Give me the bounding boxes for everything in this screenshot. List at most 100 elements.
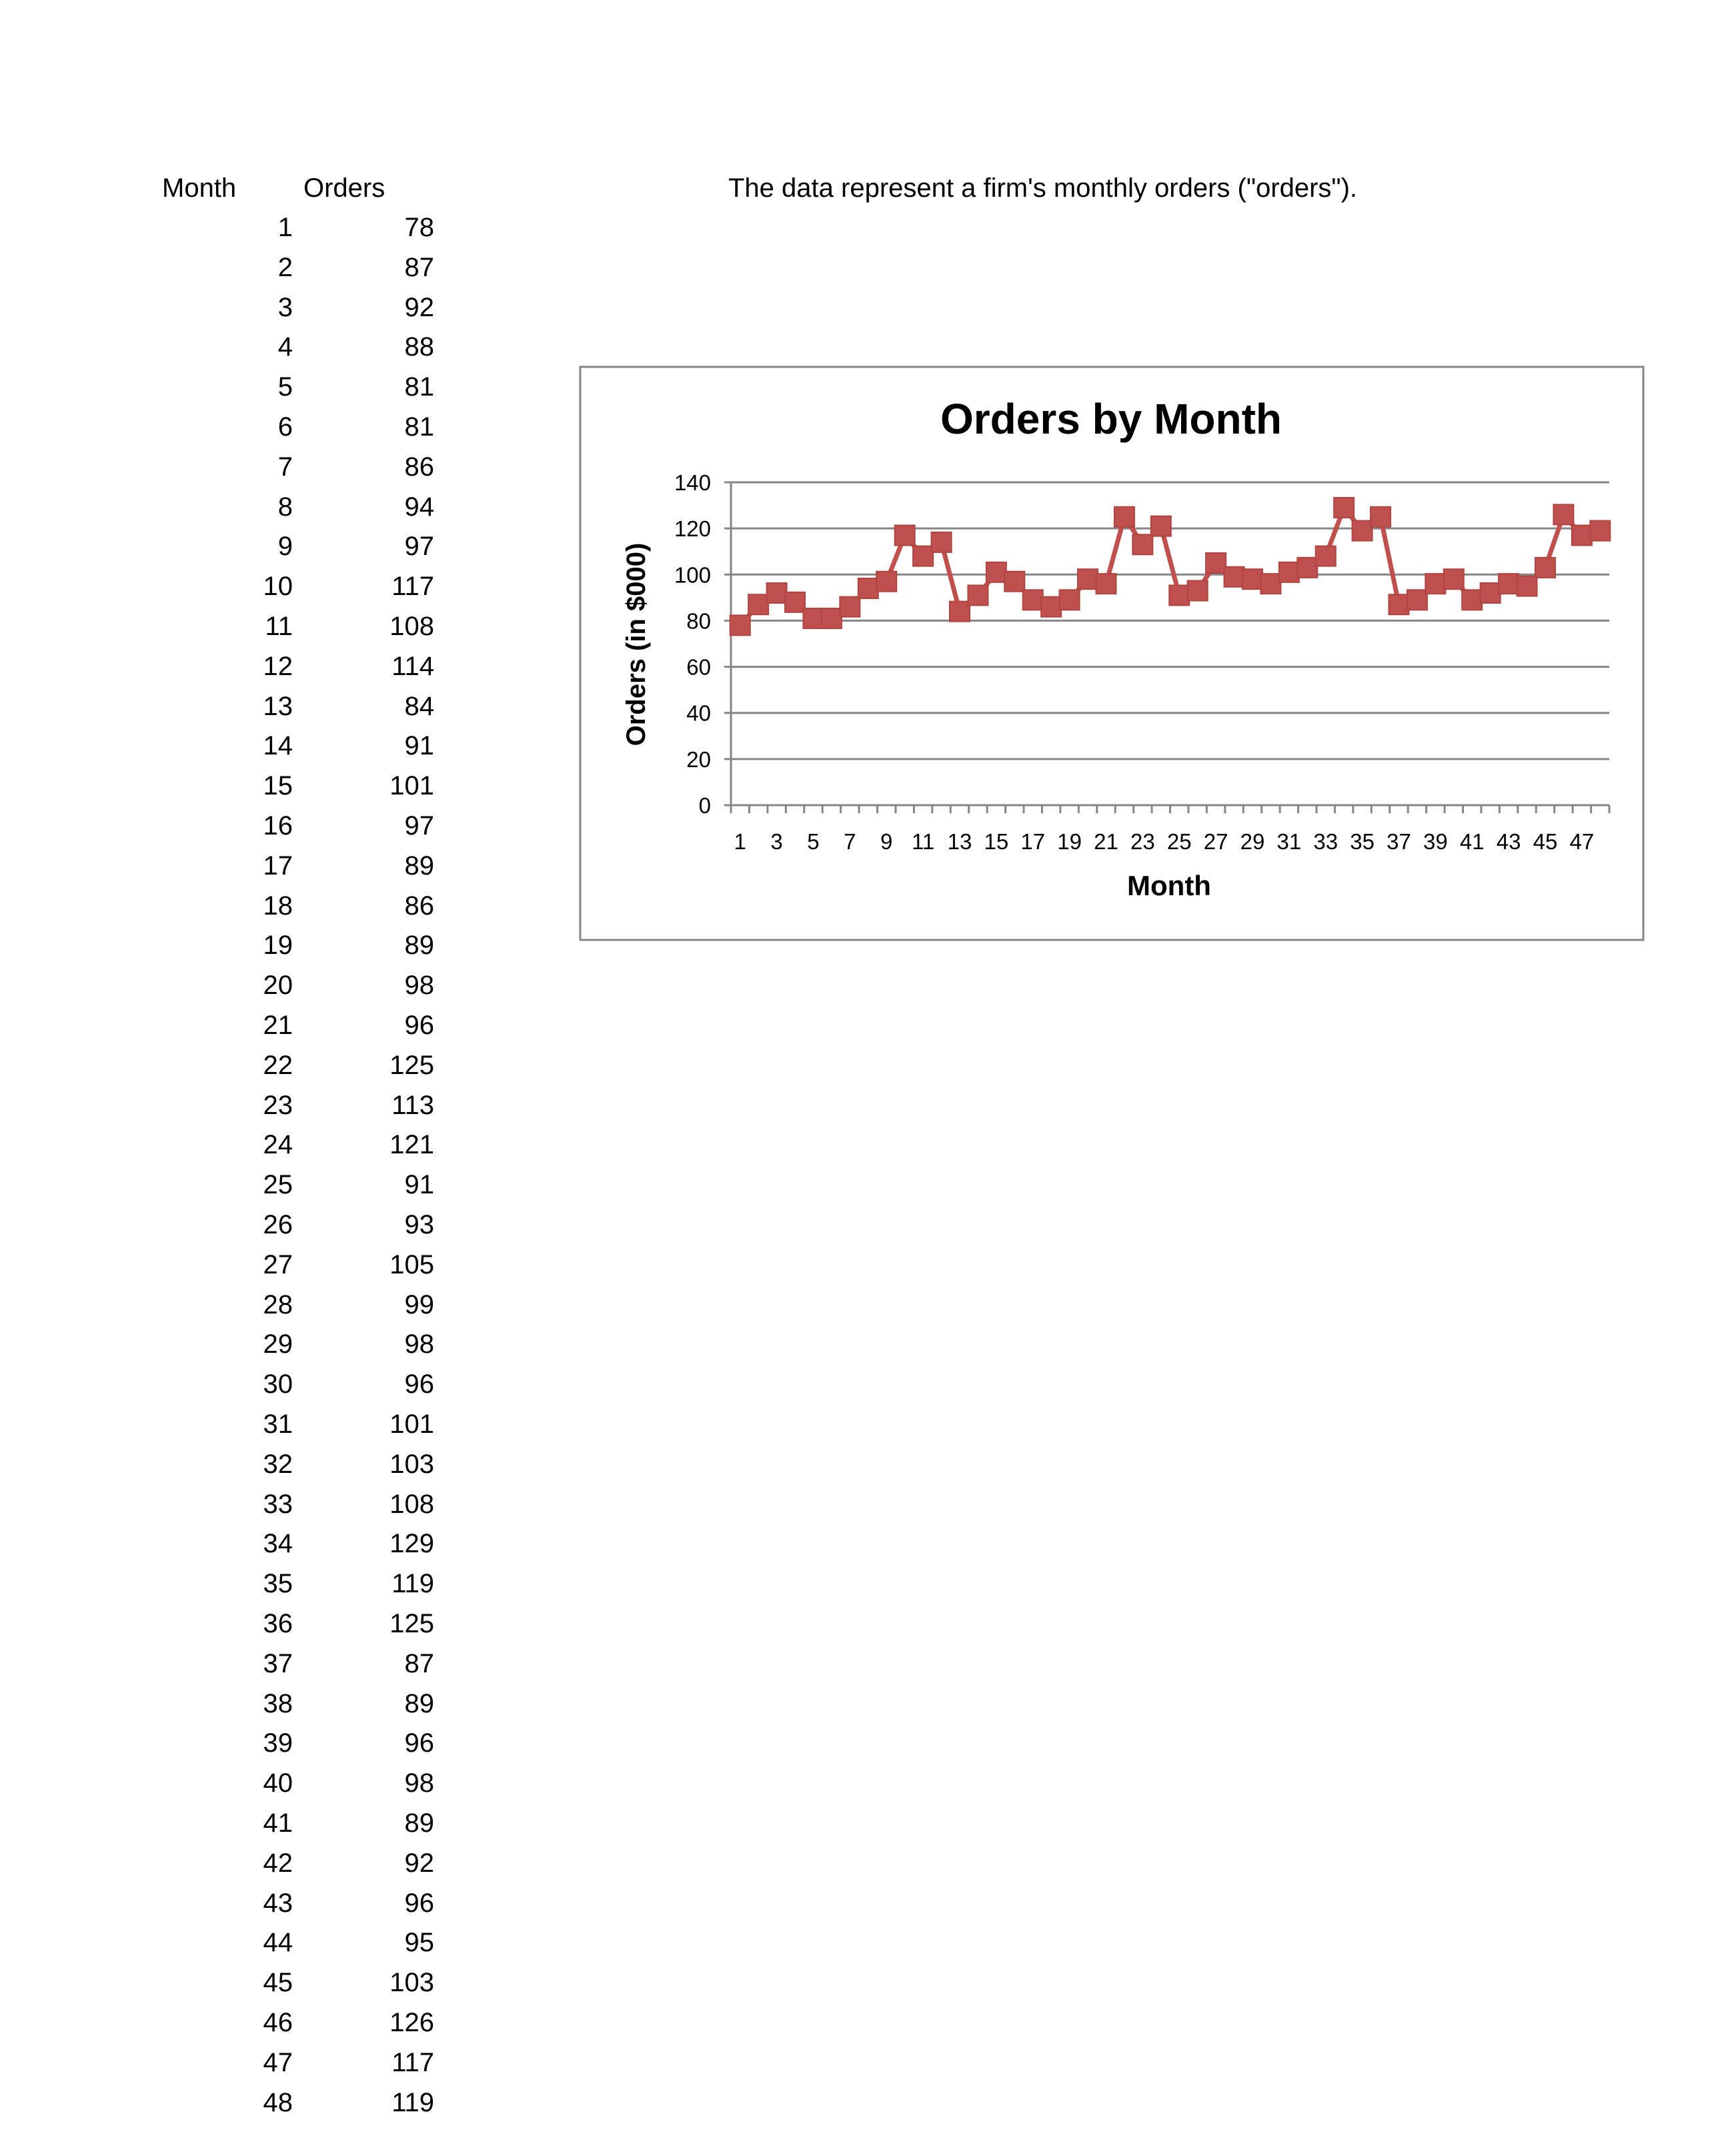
month-cell: 32 bbox=[263, 1449, 293, 1479]
data-point bbox=[1406, 589, 1428, 611]
description-text: The data represent a firm's monthly orde… bbox=[728, 173, 1358, 203]
header-orders: Orders bbox=[303, 173, 385, 203]
orders-cell: 89 bbox=[404, 851, 435, 881]
orders-cell: 96 bbox=[404, 1888, 435, 1918]
data-point bbox=[948, 600, 970, 622]
month-cell: 4 bbox=[277, 332, 293, 362]
data-point bbox=[1040, 596, 1062, 618]
x-tick-label: 13 bbox=[948, 829, 972, 854]
orders-cell: 98 bbox=[404, 1329, 435, 1360]
x-tick-label: 5 bbox=[807, 829, 819, 854]
month-cell: 17 bbox=[263, 851, 293, 881]
x-tick-label: 31 bbox=[1276, 829, 1301, 854]
x-tick-label: 39 bbox=[1423, 829, 1448, 854]
data-point bbox=[1461, 589, 1483, 611]
y-tick-label: 60 bbox=[686, 655, 711, 680]
month-cell: 41 bbox=[263, 1808, 293, 1838]
data-point bbox=[1095, 573, 1117, 595]
y-tick-label: 40 bbox=[686, 701, 711, 726]
data-point bbox=[1351, 520, 1373, 542]
month-cell: 31 bbox=[263, 1410, 293, 1439]
x-tick-label: 23 bbox=[1130, 829, 1155, 854]
orders-cell: 81 bbox=[404, 412, 435, 442]
month-cell: 48 bbox=[263, 2087, 293, 2117]
data-point bbox=[1479, 582, 1501, 604]
month-cell: 42 bbox=[263, 1848, 293, 1878]
x-tick-label: 1 bbox=[734, 829, 746, 854]
x-tick-label: 3 bbox=[770, 829, 782, 854]
orders-cell: 93 bbox=[404, 1210, 435, 1239]
data-point bbox=[1260, 573, 1282, 595]
x-tick-label: 11 bbox=[912, 829, 934, 854]
orders-cell: 91 bbox=[404, 731, 435, 761]
month-cell: 43 bbox=[263, 1888, 293, 1918]
data-point bbox=[1077, 568, 1099, 590]
data-point bbox=[857, 578, 879, 600]
month-cell: 15 bbox=[263, 771, 293, 801]
data-point bbox=[1205, 552, 1227, 574]
orders-cell: 114 bbox=[391, 651, 434, 681]
month-cell: 40 bbox=[263, 1768, 293, 1798]
orders-cell: 92 bbox=[404, 292, 435, 322]
orders-cell: 105 bbox=[389, 1249, 434, 1279]
orders-cell: 78 bbox=[404, 213, 435, 242]
data-point bbox=[1058, 589, 1080, 611]
month-cell: 25 bbox=[263, 1170, 293, 1200]
month-cell: 28 bbox=[263, 1289, 293, 1319]
orders-cell: 86 bbox=[404, 891, 435, 921]
orders-cell: 97 bbox=[404, 811, 435, 841]
month-cell: 34 bbox=[263, 1529, 293, 1559]
x-tick-label: 41 bbox=[1460, 829, 1485, 854]
data-point bbox=[1553, 504, 1575, 526]
x-tick-label: 7 bbox=[844, 829, 856, 854]
orders-cell: 89 bbox=[404, 931, 435, 961]
orders-cell: 89 bbox=[404, 1808, 435, 1838]
month-cell: 37 bbox=[263, 1648, 293, 1678]
x-tick-label: 37 bbox=[1387, 829, 1411, 854]
data-point bbox=[1168, 584, 1190, 606]
data-point bbox=[1150, 515, 1172, 537]
y-tick-label: 100 bbox=[674, 562, 711, 587]
orders-cell: 94 bbox=[404, 492, 435, 522]
month-cell: 19 bbox=[263, 931, 293, 961]
month-cell: 22 bbox=[263, 1050, 293, 1080]
month-cell: 8 bbox=[277, 492, 293, 522]
data-point bbox=[784, 591, 806, 613]
x-tick-label: 35 bbox=[1350, 829, 1375, 854]
orders-cell: 98 bbox=[404, 971, 435, 1001]
x-tick-label: 9 bbox=[880, 829, 892, 854]
orders-cell: 96 bbox=[404, 1370, 435, 1400]
data-point bbox=[1443, 568, 1465, 590]
data-point bbox=[1571, 524, 1593, 546]
data-point bbox=[839, 596, 861, 618]
orders-cell: 108 bbox=[389, 1489, 434, 1519]
month-cell: 16 bbox=[263, 811, 293, 841]
data-point bbox=[1333, 497, 1355, 519]
data-point bbox=[967, 584, 989, 606]
month-cell: 24 bbox=[263, 1130, 293, 1160]
x-tick-label: 33 bbox=[1313, 829, 1338, 854]
orders-cell: 125 bbox=[389, 1050, 434, 1080]
orders-cell: 92 bbox=[404, 1848, 435, 1878]
data-point bbox=[985, 561, 1007, 583]
month-cell: 30 bbox=[263, 1370, 293, 1400]
month-cell: 26 bbox=[263, 1210, 293, 1239]
x-axis-title: Month bbox=[1127, 870, 1211, 901]
month-cell: 47 bbox=[263, 2047, 293, 2077]
month-cell: 6 bbox=[277, 412, 293, 442]
month-cell: 35 bbox=[263, 1569, 293, 1599]
y-axis-title: Orders (in $000) bbox=[622, 543, 651, 746]
data-point bbox=[1534, 556, 1556, 578]
orders-cell: 129 bbox=[389, 1529, 434, 1559]
month-cell: 9 bbox=[277, 532, 293, 562]
x-tick-label: 29 bbox=[1240, 829, 1265, 854]
data-point bbox=[1370, 506, 1392, 528]
data-point bbox=[1223, 566, 1245, 588]
chart-title: Orders by Month bbox=[940, 395, 1282, 443]
x-tick-label: 27 bbox=[1204, 829, 1228, 854]
month-cell: 20 bbox=[263, 971, 293, 1001]
orders-cell: 125 bbox=[389, 1609, 434, 1638]
month-cell: 5 bbox=[277, 372, 293, 402]
data-point bbox=[1388, 594, 1410, 616]
